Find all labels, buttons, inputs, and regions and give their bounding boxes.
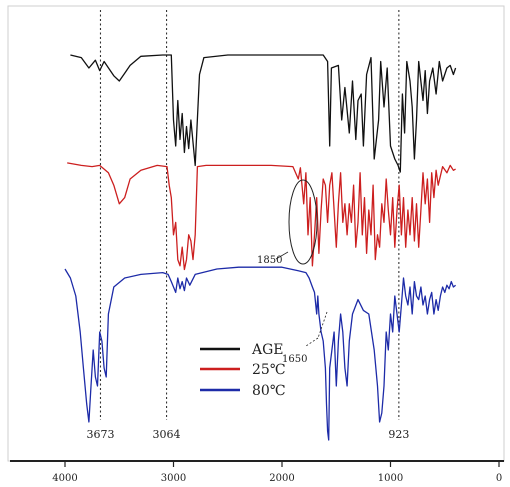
series-line-0 xyxy=(70,54,457,173)
series-line-2 xyxy=(64,266,457,441)
x-tick-label-0: 4000 xyxy=(52,473,77,484)
reference-label-3064: 3064 xyxy=(153,428,181,441)
x-tick-label-3: 1000 xyxy=(378,473,403,484)
annotation-arrow-1650-b xyxy=(305,337,319,347)
annotation-arrow-1650 xyxy=(317,311,328,339)
annotation-label-1650: 1650 xyxy=(282,354,307,365)
annotation-arrow-1850 xyxy=(275,251,289,260)
series-line-1 xyxy=(67,162,456,271)
x-tick-label-2: 2000 xyxy=(269,473,294,484)
reference-label-923: 923 xyxy=(388,428,409,441)
legend-label-25c: 25℃ xyxy=(252,362,285,378)
x-ticks: 4000 3000 2000 1000 0 xyxy=(52,461,502,484)
series-lines xyxy=(64,54,457,441)
reference-lines: 3673 3064 923 xyxy=(86,10,409,441)
legend-label-80c: 80℃ xyxy=(252,383,285,399)
annotation-ellipse-1850 xyxy=(288,179,318,265)
legend: AGE 25℃ 80℃ xyxy=(200,342,285,399)
annotation-label-1850: 1850 xyxy=(257,255,282,266)
legend-label-age: AGE xyxy=(251,342,284,358)
reference-label-3673: 3673 xyxy=(86,428,114,441)
x-tick-label-4: 0 xyxy=(496,473,502,484)
x-tick-label-1: 3000 xyxy=(161,473,186,484)
